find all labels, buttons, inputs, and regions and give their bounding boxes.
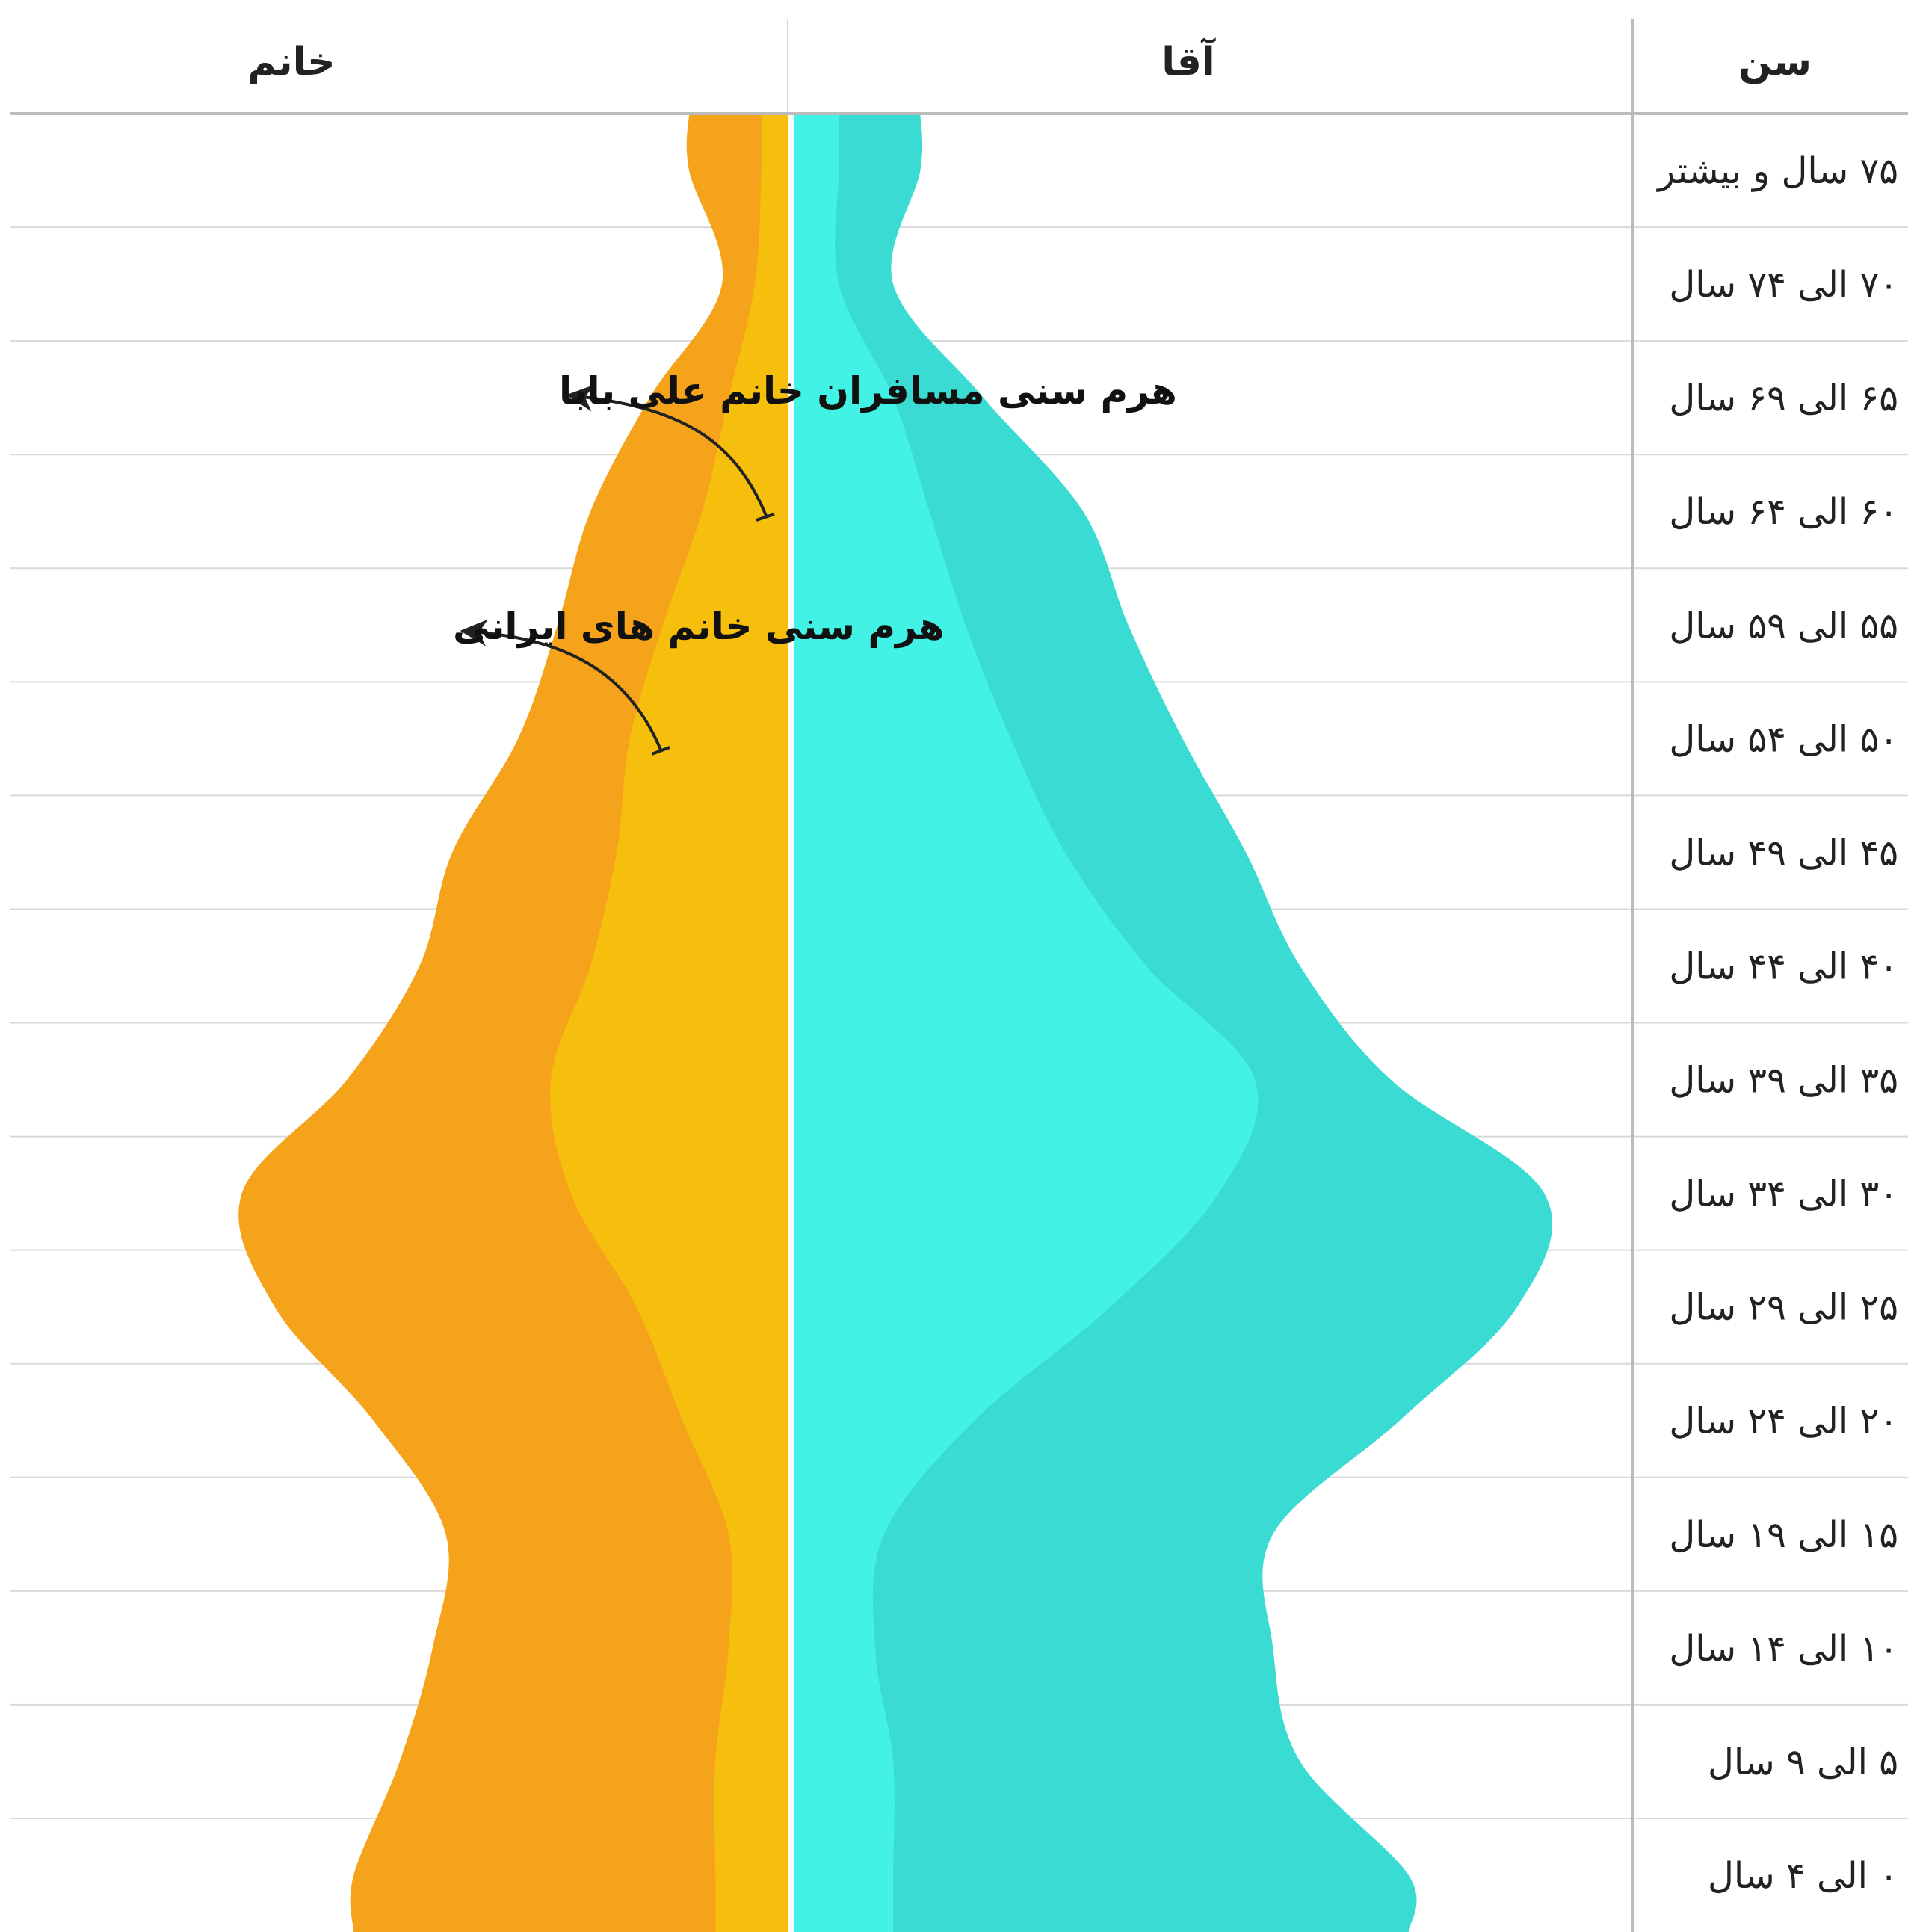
center-axis bbox=[788, 114, 794, 1932]
age-tick-label: ۷۵ سال و بیشتر bbox=[1656, 150, 1898, 192]
age-tick-label: ۵ الی ۹ سال bbox=[1708, 1741, 1898, 1783]
annotation-alibaba-female: هرم سنی مسافران خانم علی بابا bbox=[559, 369, 1177, 413]
age-tick-label: ۶۵ الی ۶۹ سال bbox=[1669, 377, 1898, 419]
age-tick-label: ۵۰ الی ۵۴ سال bbox=[1669, 718, 1898, 760]
alibaba-female-area bbox=[550, 114, 788, 1932]
age-tick-label: ۴۰ الی ۴۴ سال bbox=[1669, 945, 1898, 987]
annotation-tick-iran bbox=[651, 746, 670, 756]
annotation-iran-female: هرم سنی خانم های ایرانی bbox=[453, 605, 945, 649]
age-tick-label: ۴۵ الی ۴۹ سال bbox=[1669, 832, 1898, 874]
annotation-arrow-alibaba bbox=[566, 384, 768, 516]
age-tick-label: ۷۰ الی ۷۴ سال bbox=[1669, 264, 1898, 306]
age-tick-label: ۲۵ الی ۲۹ سال bbox=[1669, 1287, 1898, 1329]
age-tick-labels: ۷۵ سال و بیشتر ۷۰ الی ۷۴ سال ۶۵ الی ۶۹ سال… bbox=[1656, 150, 1898, 1897]
age-tick-label: ۲۰ الی ۲۴ سال bbox=[1669, 1401, 1898, 1442]
iran-female-area bbox=[238, 114, 788, 1932]
age-tick-label: ۱۵ الی ۱۹ سال bbox=[1669, 1514, 1898, 1556]
annotation-tick-alibaba bbox=[756, 513, 775, 522]
age-tick-label: ۱۰ الی ۱۴ سال bbox=[1669, 1628, 1898, 1670]
female-header: خانم bbox=[247, 40, 335, 84]
pyramid-areas bbox=[238, 114, 1553, 1932]
age-tick-label: ۳۰ الی ۳۴ سال bbox=[1669, 1173, 1898, 1215]
annotation-arrow-iran bbox=[460, 619, 662, 750]
age-tick-label: ۵۵ الی ۵۹ سال bbox=[1669, 605, 1898, 646]
age-tick-label: ۰ الی ۴ سال bbox=[1708, 1855, 1898, 1897]
alibaba-male-area bbox=[794, 114, 1259, 1932]
age-tick-label: ۳۵ الی ۳۹ سال bbox=[1669, 1060, 1898, 1102]
age-tick-label: ۶۰ الی ۶۴ سال bbox=[1669, 491, 1898, 533]
male-header: آقا bbox=[1161, 37, 1216, 84]
age-header: سن bbox=[1738, 40, 1812, 84]
